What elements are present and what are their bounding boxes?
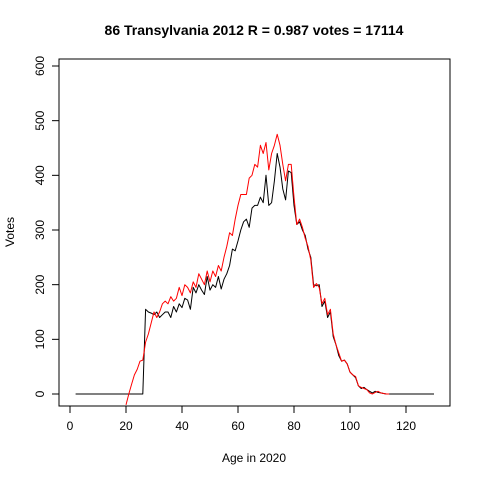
x-tick-label: 60 <box>231 419 245 433</box>
x-tick-label: 20 <box>119 419 133 433</box>
y-tick-label: 500 <box>33 110 47 130</box>
x-axis-label: Age in 2020 <box>222 451 286 465</box>
x-tick-label: 40 <box>175 419 189 433</box>
y-tick-label: 400 <box>33 165 47 185</box>
x-axis: 0 20 40 60 80 100 120 <box>67 406 416 433</box>
x-tick-label: 80 <box>287 419 301 433</box>
x-tick-label: 120 <box>396 419 416 433</box>
y-tick-label: 100 <box>33 329 47 349</box>
y-tick-label: 0 <box>33 390 47 397</box>
y-tick-label: 600 <box>33 56 47 76</box>
y-tick-label: 200 <box>33 274 47 294</box>
series-line-1 <box>75 153 434 395</box>
x-tick-label: 100 <box>340 419 360 433</box>
y-axis: 0 100 200 300 400 500 600 <box>33 56 59 397</box>
x-tick-label: 0 <box>67 419 74 433</box>
series-layer <box>75 133 434 406</box>
y-tick-label: 300 <box>33 220 47 240</box>
y-axis-label: Votes <box>3 217 17 247</box>
series-line-2 <box>125 133 390 406</box>
chart-title: 86 Transylvania 2012 R = 0.987 votes = 1… <box>105 22 404 38</box>
plot-frame <box>58 58 451 407</box>
